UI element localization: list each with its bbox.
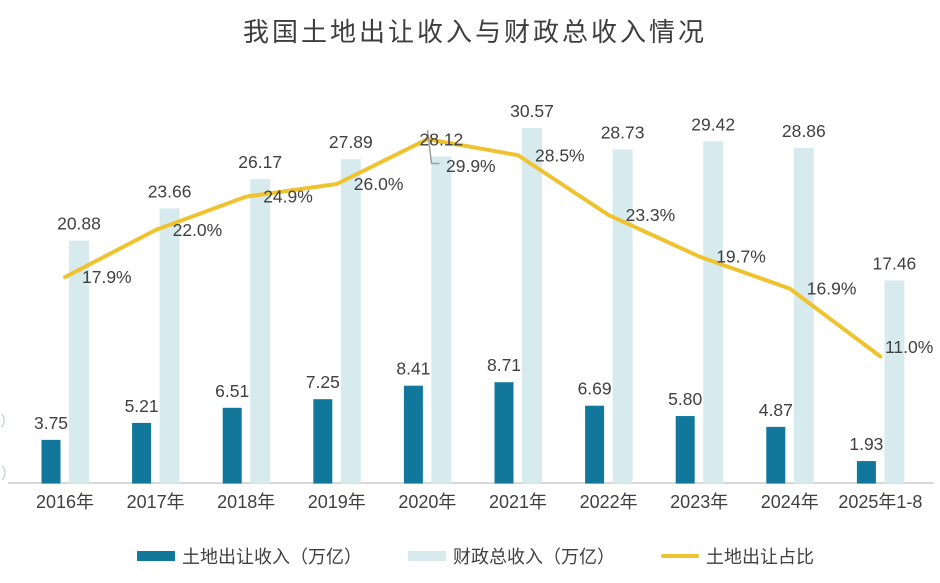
bar-fiscal-revenue-2023年 (703, 141, 724, 484)
legend-swatch-land-sale-revenue (137, 551, 175, 561)
bar-value-label-fiscal-revenue-2019年: 27.89 (329, 132, 373, 152)
bar-value-label-land-sale-revenue-2021年: 8.71 (487, 355, 521, 375)
pct-label-land-share-2023年: 19.7% (716, 246, 766, 266)
x-axis-label-2020年: 2020年 (398, 492, 456, 512)
bar-value-label-land-sale-revenue-2019年: 7.25 (306, 372, 340, 392)
pct-label-land-share-2016年: 17.9% (82, 267, 132, 287)
bar-value-label-fiscal-revenue-2023年: 29.42 (691, 114, 735, 134)
bar-value-label-fiscal-revenue-2017年: 23.66 (148, 181, 192, 201)
bar-value-label-land-sale-revenue-2024年: 4.87 (759, 400, 793, 420)
pct-label-land-share-2017年: 22.0% (173, 220, 223, 240)
bar-value-label-fiscal-revenue-2022年: 28.73 (601, 122, 645, 142)
bar-fiscal-revenue-2024年 (793, 147, 814, 484)
legend-label-fiscal-revenue: 财政总收入（万亿） (453, 547, 615, 567)
bar-value-label-fiscal-revenue-2024年: 28.86 (782, 121, 826, 141)
x-axis-label-2025年1-8: 2025年1-8 (838, 492, 922, 512)
bar-value-label-land-sale-revenue-2016年: 3.75 (34, 413, 68, 433)
pct-label-land-share-2022年: 23.3% (626, 205, 676, 225)
bar-value-label-land-sale-revenue-2022年: 6.69 (578, 379, 612, 399)
x-axis-label-2019年: 2019年 (308, 492, 366, 512)
x-axis-label-2016年: 2016年 (36, 492, 94, 512)
pct-label-land-share-2021年: 28.5% (535, 145, 585, 165)
bar-land-sale-revenue-2023年 (675, 416, 695, 484)
pct-label-land-share-2020年: 29.9% (446, 156, 496, 176)
bar-fiscal-revenue-2022年 (612, 149, 633, 484)
legend-swatch-land-share-line (661, 554, 699, 558)
bar-land-sale-revenue-2022年 (585, 405, 605, 484)
chart-legend: 土地出让收入（万亿） 财政总收入（万亿） 土地出让占比 (137, 543, 814, 569)
bar-land-sale-revenue-2020年 (403, 385, 423, 484)
chart-title: 我国土地出让收入与财政总收入情况 (242, 17, 707, 47)
bar-value-label-land-sale-revenue-2023年: 5.80 (668, 389, 702, 409)
bar-value-label-land-sale-revenue-2025年1-8: 1.93 (849, 434, 883, 454)
pct-label-land-share-2019年: 26.0% (354, 174, 404, 194)
bar-land-sale-revenue-2019年 (313, 399, 333, 484)
bar-land-sale-revenue-2024年 (766, 426, 786, 484)
label-leader-line (426, 129, 440, 165)
legend-label-land-sale-revenue: 土地出让收入（万亿） (182, 547, 362, 567)
bar-fiscal-revenue-2021年 (522, 127, 542, 484)
bar-value-label-land-sale-revenue-2018年: 6.51 (215, 381, 249, 401)
legend-item-fiscal-revenue: 财政总收入（万亿） (408, 543, 615, 569)
bar-fiscal-revenue-2020年 (431, 156, 452, 484)
bar-land-sale-revenue-2016年 (41, 439, 61, 484)
bar-fiscal-revenue-2019年 (340, 159, 361, 484)
legend-item-land-sale-revenue: 土地出让收入（万亿） (137, 543, 362, 569)
bar-value-label-fiscal-revenue-2016年: 20.88 (57, 214, 101, 234)
land-share-line (63, 137, 883, 359)
bar-land-sale-revenue-2018年 (222, 407, 242, 484)
bar-fiscal-revenue-2018年 (250, 179, 271, 484)
pct-label-land-share-2024年: 16.9% (807, 279, 857, 299)
legend-item-land-share: 土地出让占比 (661, 543, 814, 569)
bar-value-label-fiscal-revenue-2025年1-8: 17.46 (873, 253, 917, 273)
bar-value-label-fiscal-revenue-2018年: 26.17 (238, 152, 282, 172)
clipped-glyph-fragment (1, 465, 6, 481)
bar-fiscal-revenue-2016年 (69, 240, 89, 484)
bar-value-label-fiscal-revenue-2020年: 28.12 (420, 129, 464, 149)
legend-label-land-share: 土地出让占比 (706, 547, 814, 567)
bar-fiscal-revenue-2025年1-8 (884, 280, 905, 484)
x-axis-label-2022年: 2022年 (580, 492, 638, 512)
x-axis-label-2017年: 2017年 (127, 492, 185, 512)
bar-value-label-land-sale-revenue-2017年: 5.21 (125, 396, 159, 416)
bar-value-label-land-sale-revenue-2020年: 8.41 (396, 359, 430, 379)
bar-land-sale-revenue-2021年 (494, 382, 514, 484)
bar-land-sale-revenue-2017年 (132, 422, 152, 484)
clipped-glyph-fragment (1, 413, 5, 428)
x-axis-label-2024年: 2024年 (761, 492, 819, 512)
x-axis-label-2021年: 2021年 (489, 492, 547, 512)
bar-fiscal-revenue-2017年 (159, 208, 180, 484)
legend-swatch-fiscal-revenue (408, 551, 446, 561)
x-axis-label-2023年: 2023年 (670, 492, 728, 512)
pct-label-land-share-2025年1-8: 11.0% (885, 337, 933, 357)
pct-label-land-share-2018年: 24.9% (263, 187, 313, 207)
x-axis-label-2018年: 2018年 (217, 492, 275, 512)
bar-land-sale-revenue-2025年1-8 (856, 461, 876, 484)
bar-value-label-fiscal-revenue-2021年: 30.57 (510, 101, 554, 121)
